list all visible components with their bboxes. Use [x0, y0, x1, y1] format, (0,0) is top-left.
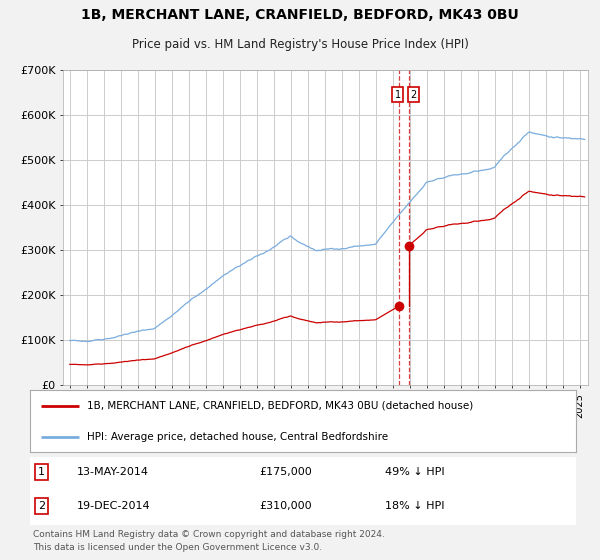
- Text: 2: 2: [410, 90, 416, 100]
- Text: 2: 2: [38, 501, 46, 511]
- Text: 19-DEC-2014: 19-DEC-2014: [76, 501, 150, 511]
- Text: 1: 1: [395, 90, 401, 100]
- Text: 18% ↓ HPI: 18% ↓ HPI: [385, 501, 445, 511]
- Text: HPI: Average price, detached house, Central Bedfordshire: HPI: Average price, detached house, Cent…: [88, 432, 388, 441]
- Text: 1B, MERCHANT LANE, CRANFIELD, BEDFORD, MK43 0BU (detached house): 1B, MERCHANT LANE, CRANFIELD, BEDFORD, M…: [88, 400, 473, 410]
- Text: Contains HM Land Registry data © Crown copyright and database right 2024.
This d: Contains HM Land Registry data © Crown c…: [33, 530, 385, 552]
- Text: 13-MAY-2014: 13-MAY-2014: [76, 467, 148, 477]
- Text: 49% ↓ HPI: 49% ↓ HPI: [385, 467, 445, 477]
- Text: Price paid vs. HM Land Registry's House Price Index (HPI): Price paid vs. HM Land Registry's House …: [131, 38, 469, 51]
- Text: £175,000: £175,000: [259, 467, 312, 477]
- Text: 1B, MERCHANT LANE, CRANFIELD, BEDFORD, MK43 0BU: 1B, MERCHANT LANE, CRANFIELD, BEDFORD, M…: [81, 8, 519, 22]
- Text: 1: 1: [38, 467, 45, 477]
- Text: £310,000: £310,000: [259, 501, 312, 511]
